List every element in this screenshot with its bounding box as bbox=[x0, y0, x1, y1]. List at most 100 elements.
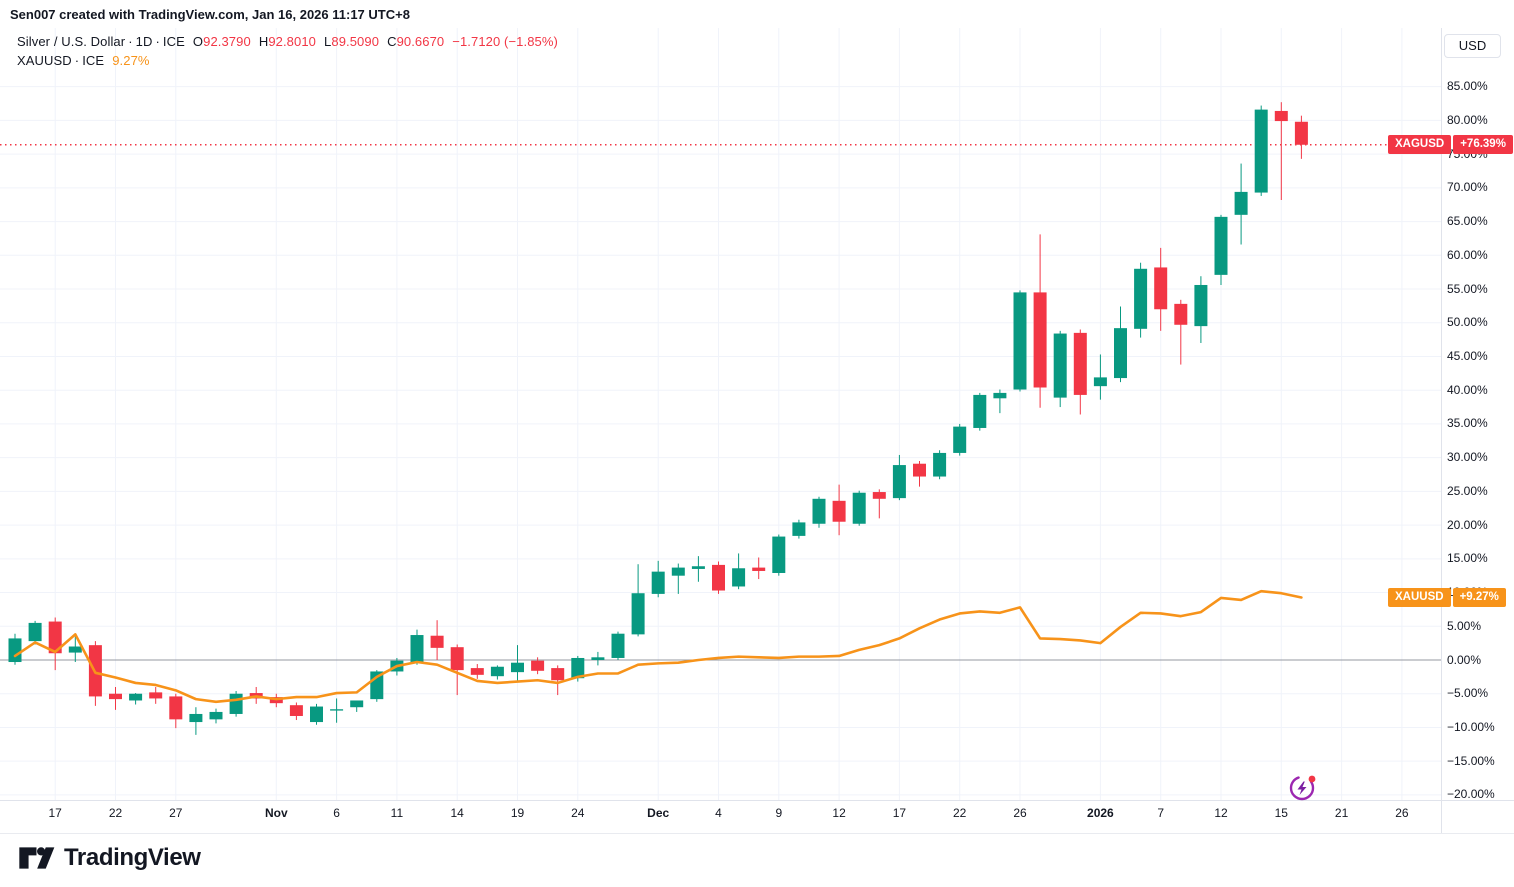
candle-down[interactable] bbox=[712, 564, 725, 591]
candle-up[interactable] bbox=[1013, 292, 1027, 390]
lightning-boost-button[interactable] bbox=[1288, 772, 1318, 802]
price-axis-tick: 45.00% bbox=[1447, 348, 1488, 363]
time-axis-tick: 26 bbox=[1013, 806, 1027, 820]
candle-down[interactable] bbox=[872, 492, 886, 499]
time-axis-tick: Nov bbox=[264, 806, 288, 820]
time-axis-tick: 19 bbox=[510, 806, 525, 820]
time-axis-tick: 17 bbox=[48, 806, 62, 820]
candle-up[interactable] bbox=[229, 693, 243, 714]
candle-up[interactable] bbox=[852, 492, 866, 524]
currency-unit-button[interactable]: USD bbox=[1444, 34, 1501, 58]
time-axis-tick: 14 bbox=[450, 806, 464, 820]
candle-up[interactable] bbox=[330, 709, 344, 711]
candle-up[interactable] bbox=[953, 426, 967, 453]
price-axis-tick: −10.00% bbox=[1447, 719, 1495, 734]
candle-down[interactable] bbox=[48, 621, 62, 654]
candle-up[interactable] bbox=[973, 394, 987, 428]
candle-up[interactable] bbox=[631, 593, 645, 635]
candle-up[interactable] bbox=[511, 662, 524, 673]
candle-up[interactable] bbox=[8, 638, 22, 663]
candle-up[interactable] bbox=[792, 522, 806, 536]
candle-down[interactable] bbox=[109, 693, 122, 700]
time-axis-tick: 6 bbox=[333, 806, 340, 820]
attribution-note: Sen007 created with TradingView.com, Jan… bbox=[10, 7, 410, 22]
price-axis-tick: −5.00% bbox=[1447, 686, 1489, 701]
price-axis-tick: 65.00% bbox=[1447, 214, 1488, 229]
compare-symbol-legend[interactable]: XAUUSD · ICE 9.27% bbox=[17, 53, 150, 68]
candle-up[interactable] bbox=[691, 566, 705, 569]
candle-up[interactable] bbox=[310, 706, 323, 723]
compare-symbol-title: XAUUSD bbox=[17, 53, 72, 68]
candle-up[interactable] bbox=[1194, 284, 1208, 327]
candle-up[interactable] bbox=[591, 657, 605, 660]
candle-up[interactable] bbox=[812, 498, 826, 524]
candle-up[interactable] bbox=[129, 693, 143, 701]
candle-down[interactable] bbox=[289, 705, 303, 716]
time-axis-tick: 11 bbox=[390, 806, 404, 820]
candle-up[interactable] bbox=[933, 452, 947, 477]
xauusd-compare-line[interactable] bbox=[13, 589, 1303, 704]
tradingview-brand-link[interactable]: TradingView bbox=[18, 843, 201, 873]
price-axis-tick: 50.00% bbox=[1447, 315, 1488, 330]
candle-up[interactable] bbox=[350, 700, 364, 708]
price-axis-tick: 5.00% bbox=[1447, 618, 1482, 633]
candle-up[interactable] bbox=[651, 571, 665, 594]
candle-down[interactable] bbox=[1033, 292, 1047, 388]
candle-up[interactable] bbox=[189, 713, 203, 723]
candle-up[interactable] bbox=[732, 568, 746, 587]
candle-up[interactable] bbox=[1053, 333, 1067, 398]
candle-down[interactable] bbox=[470, 668, 484, 675]
candle-down[interactable] bbox=[450, 647, 464, 671]
candle-down[interactable] bbox=[551, 668, 565, 681]
candle-down[interactable] bbox=[752, 567, 766, 571]
price-axis-tick: 60.00% bbox=[1447, 247, 1488, 262]
candle-up[interactable] bbox=[490, 666, 504, 677]
xauusd-price-label: XAUUSD +9.27% bbox=[1388, 587, 1506, 607]
candle-down[interactable] bbox=[1274, 110, 1288, 122]
price-axis-tick: 30.00% bbox=[1447, 450, 1488, 465]
candle-up[interactable] bbox=[1093, 377, 1107, 387]
candle-down[interactable] bbox=[149, 692, 163, 699]
candle-up[interactable] bbox=[1254, 109, 1268, 193]
candle-up[interactable] bbox=[1234, 191, 1248, 215]
candle-up[interactable] bbox=[1214, 216, 1228, 275]
candle-up[interactable] bbox=[892, 465, 906, 499]
candle-up[interactable] bbox=[671, 567, 685, 576]
candle-down[interactable] bbox=[1294, 121, 1308, 145]
candle-up[interactable] bbox=[571, 657, 585, 679]
legend-separator: · bbox=[128, 34, 133, 49]
ohlc-low: L89.5090 bbox=[324, 34, 380, 49]
candle-up[interactable] bbox=[1114, 328, 1127, 379]
price-axis-tick: 80.00% bbox=[1447, 112, 1488, 127]
time-axis-tick: 12 bbox=[832, 806, 846, 820]
time-axis-tick: 9 bbox=[775, 806, 783, 820]
candle-up[interactable] bbox=[1134, 268, 1148, 329]
candle-up[interactable] bbox=[28, 622, 42, 642]
candle-up[interactable] bbox=[611, 633, 625, 658]
symbol-title: Silver / U.S. Dollar bbox=[17, 34, 126, 49]
legend-separator: · bbox=[155, 34, 160, 49]
candle-up[interactable] bbox=[209, 711, 223, 720]
candle-down[interactable] bbox=[1154, 267, 1168, 310]
time-axis-tick: 27 bbox=[169, 806, 183, 820]
candle-down[interactable] bbox=[169, 696, 183, 720]
candle-down[interactable] bbox=[1174, 303, 1188, 325]
candle-down[interactable] bbox=[913, 463, 926, 477]
candle-up[interactable] bbox=[772, 536, 786, 573]
candle-up[interactable] bbox=[410, 635, 424, 663]
ohlc-open: O92.3790 bbox=[192, 34, 251, 49]
candle-down[interactable] bbox=[531, 660, 545, 671]
candle-down[interactable] bbox=[1073, 332, 1087, 395]
legend-separator: · bbox=[74, 53, 80, 68]
candle-down[interactable] bbox=[430, 635, 444, 648]
candle-down[interactable] bbox=[832, 500, 846, 522]
candle-up[interactable] bbox=[68, 646, 82, 653]
time-axis-border bbox=[0, 800, 1514, 801]
candle-up[interactable] bbox=[993, 392, 1007, 399]
price-axis-tick: −20.00% bbox=[1447, 787, 1495, 802]
time-axis-tick: 22 bbox=[108, 806, 123, 820]
time-axis-tick: 26 bbox=[1395, 806, 1409, 820]
main-symbol-legend[interactable]: Silver / U.S. Dollar · 1D · ICE O92.3790 H92.8… bbox=[17, 34, 558, 49]
